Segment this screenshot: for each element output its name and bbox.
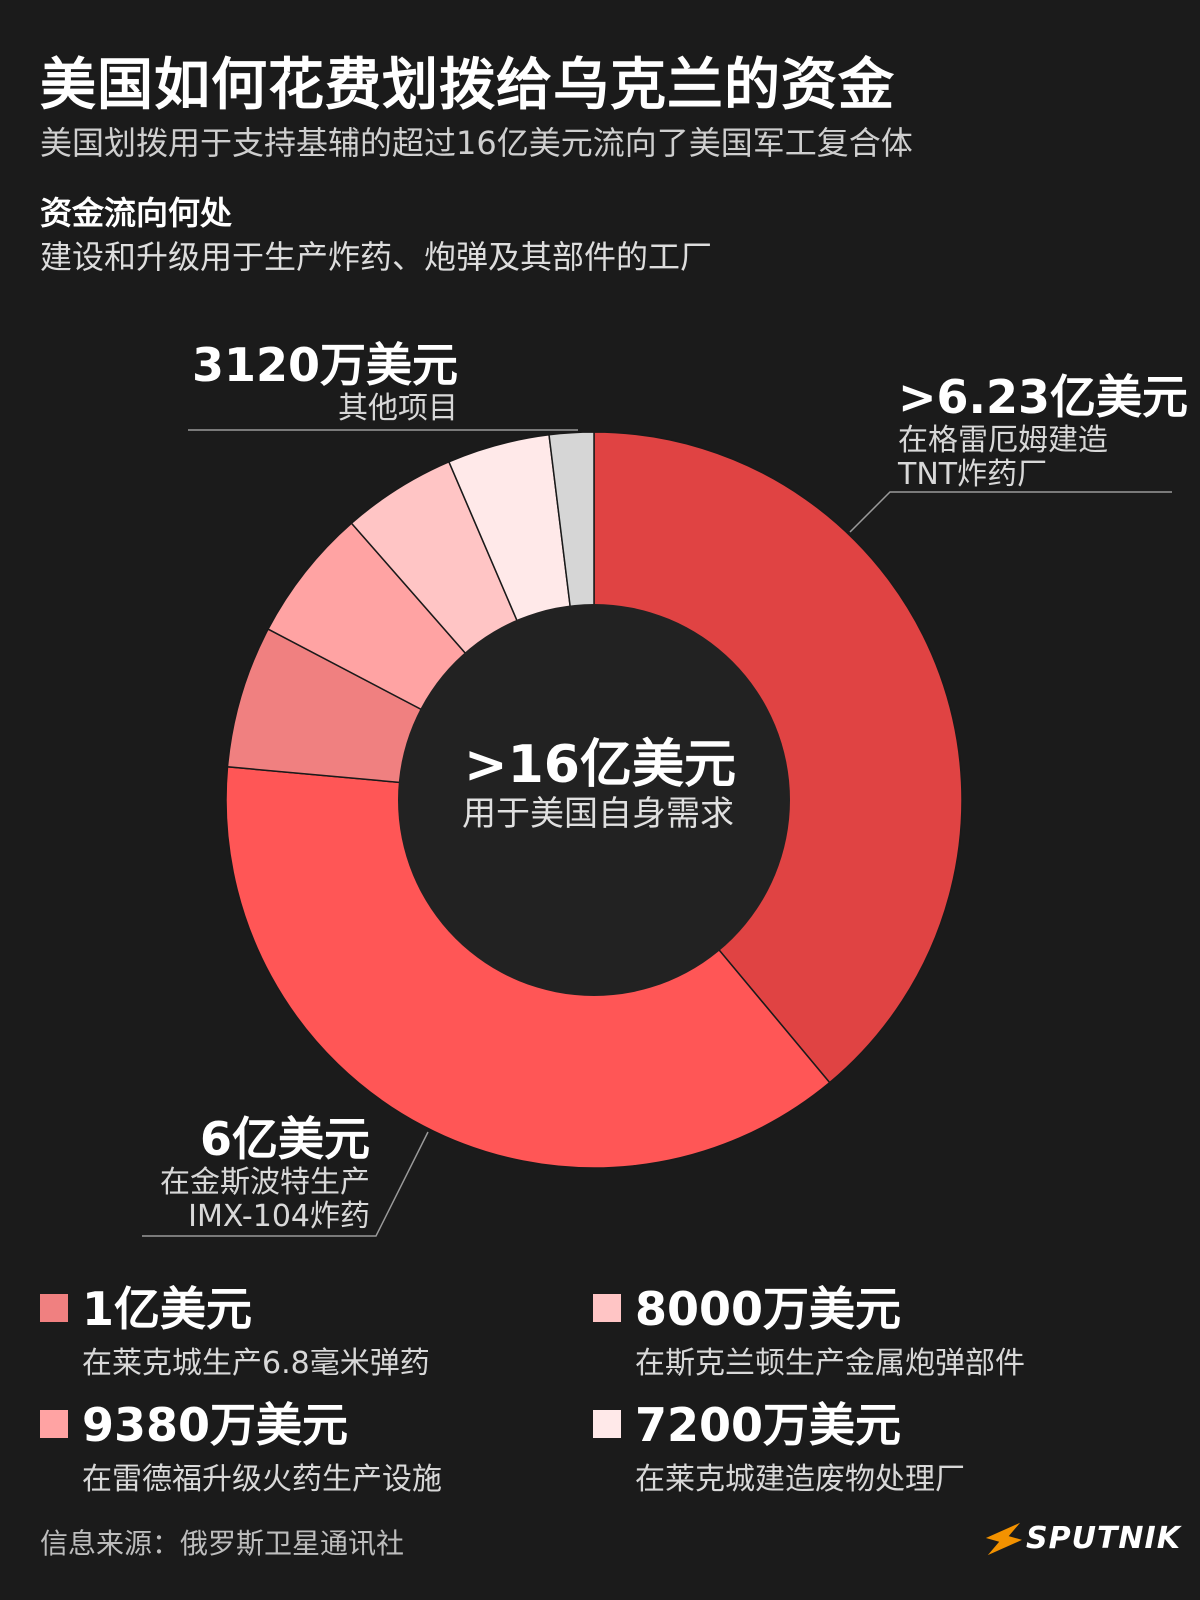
callout-kingsport-line2: IMX-104炸药 (188, 1199, 370, 1234)
legend-amount: 1亿美元 (82, 1282, 253, 1336)
callout-other-amount: 3120万美元 (191, 338, 458, 392)
sputnik-logo: SPUTNIK (984, 1518, 1181, 1558)
leader-line-kingsport (142, 1131, 429, 1237)
section-heading: 资金流向何处 (40, 194, 233, 232)
callout-grayhall: >6.23亿美元 在格雷厄姆建造 TNT炸药厂 (898, 370, 1188, 492)
sputnik-logo-icon (985, 1522, 1022, 1556)
leader-lines (142, 429, 1172, 1237)
legend-amount: 8000万美元 (635, 1282, 902, 1336)
legend-swatch (593, 1294, 621, 1322)
callout-kingsport: 6亿美元 在金斯波特生产 IMX-104炸药 (160, 1112, 370, 1234)
section-description: 建设和升级用于生产炸药、炮弹及其部件的工厂 (40, 238, 713, 276)
callout-grayhall-line2: TNT炸药厂 (898, 457, 1048, 492)
source-note: 信息来源：俄罗斯卫星通讯社 (40, 1527, 405, 1560)
callout-kingsport-amount: 6亿美元 (199, 1112, 370, 1166)
page-subtitle: 美国划拨用于支持基辅的超过16亿美元流向了美国军工复合体 (40, 124, 913, 162)
legend-swatch (40, 1294, 68, 1322)
callout-grayhall-amount: >6.23亿美元 (898, 370, 1189, 424)
legend-amount: 7200万美元 (635, 1398, 902, 1452)
callout-other-line1: 其他项目 (338, 391, 458, 426)
callout-kingsport-line1: 在金斯波特生产 (160, 1165, 370, 1200)
legend-description: 在斯克兰顿生产金属炮弹部件 (635, 1346, 1025, 1381)
legend-swatch (593, 1410, 621, 1438)
center-amount: >16亿美元 (464, 735, 736, 795)
callout-grayhall-line1: 在格雷厄姆建造 (898, 423, 1108, 458)
center-label: 用于美国自身需求 (462, 794, 734, 834)
callout-other: 3120万美元 其他项目 (192, 338, 458, 426)
legend-description: 在莱克城生产6.8毫米弹药 (82, 1346, 430, 1381)
sputnik-logo-text: SPUTNIK (1026, 1520, 1181, 1556)
donut-center (398, 604, 790, 996)
legend-amount: 9380万美元 (82, 1398, 349, 1452)
legend-swatch (40, 1410, 68, 1438)
legend-description: 在莱克城建造废物处理厂 (635, 1462, 965, 1497)
legend-description: 在雷德福升级火药生产设施 (82, 1462, 442, 1497)
page-title: 美国如何花费划拨给乌克兰的资金 (40, 53, 895, 118)
leader-line-grayhall (849, 491, 1172, 533)
